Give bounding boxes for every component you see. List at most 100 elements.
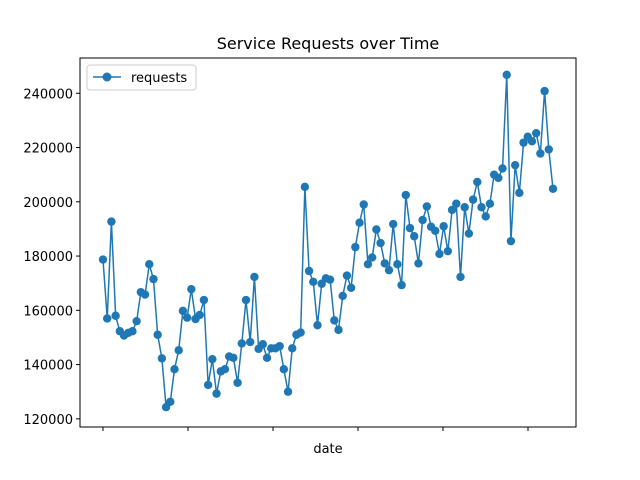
data-point — [515, 188, 524, 198]
y-tick-label: 180000 — [23, 250, 73, 265]
y-tick-label: 220000 — [23, 142, 73, 157]
data-point — [502, 70, 511, 80]
data-point — [485, 199, 495, 208]
data-point — [527, 137, 537, 146]
data-point — [452, 199, 461, 208]
data-point — [107, 217, 116, 226]
x-axis — [102, 427, 529, 431]
x-axis-label: date — [313, 442, 342, 457]
data-point — [531, 128, 541, 138]
data-point — [355, 218, 364, 227]
data-point — [246, 337, 255, 347]
data-point — [170, 365, 179, 374]
data-point — [330, 316, 339, 325]
data-point — [540, 86, 549, 96]
data-point — [103, 314, 112, 323]
y-axis: 120000 140000 160000 180000 200000 220000 2400… — [23, 87, 80, 428]
y-tick-label: 240000 — [23, 87, 73, 102]
data-point — [304, 266, 314, 276]
data-point — [199, 295, 209, 305]
data-point — [178, 306, 188, 316]
data-point — [447, 205, 457, 215]
data-point — [494, 173, 503, 183]
data-point — [334, 325, 343, 335]
data-point — [401, 190, 410, 200]
data-point — [439, 222, 448, 231]
data-point — [208, 354, 217, 364]
data-point — [145, 260, 154, 269]
legend: requests — [86, 64, 197, 91]
data-point — [548, 184, 558, 193]
data-point — [393, 260, 402, 269]
data-point — [98, 255, 108, 264]
data-point — [149, 274, 158, 284]
data-point — [380, 259, 389, 268]
data-point — [258, 340, 268, 349]
data-point — [410, 232, 419, 241]
data-point — [157, 354, 167, 363]
data-point — [174, 346, 183, 355]
y-tick-label: 120000 — [23, 413, 73, 428]
data-point — [203, 380, 213, 390]
y-tick-label: 200000 — [23, 196, 73, 211]
data-point — [313, 321, 322, 330]
data-point — [140, 290, 150, 299]
data-point — [279, 365, 289, 374]
y-tick-label: 140000 — [23, 359, 73, 374]
data-point — [296, 328, 305, 337]
data-point — [481, 212, 490, 221]
data-point — [510, 160, 520, 170]
data-point — [498, 164, 507, 173]
data-point — [300, 182, 310, 192]
data-point — [288, 344, 297, 353]
data-point — [132, 316, 141, 326]
data-point — [212, 389, 221, 398]
data-point — [468, 195, 478, 204]
data-point — [359, 200, 368, 209]
data-point — [351, 242, 360, 252]
data-point — [405, 223, 415, 233]
data-point — [338, 291, 347, 301]
series-line-requests — [102, 74, 554, 408]
data-point — [464, 229, 474, 238]
data-point — [506, 236, 516, 246]
plot-area — [98, 70, 558, 412]
data-point — [325, 275, 335, 284]
axes-frame — [79, 57, 577, 428]
data-point — [363, 260, 373, 269]
data-point — [376, 238, 385, 248]
data-point — [241, 295, 251, 305]
chart-title: Service Requests over Time — [217, 34, 440, 53]
data-point — [187, 284, 196, 294]
data-point — [128, 327, 137, 336]
data-point — [250, 272, 259, 282]
data-point — [414, 259, 423, 268]
data-point — [275, 341, 284, 351]
data-point — [456, 272, 465, 282]
data-point — [443, 246, 453, 256]
data-point — [418, 215, 427, 225]
data-point — [372, 225, 381, 234]
legend-label: requests — [131, 71, 187, 86]
data-point — [367, 253, 377, 262]
data-point — [166, 397, 175, 406]
data-point — [283, 387, 293, 396]
data-point — [519, 138, 528, 147]
data-point — [111, 311, 120, 320]
data-point — [536, 149, 545, 158]
data-point — [473, 177, 482, 187]
data-point — [431, 226, 440, 236]
y-tick-label: 160000 — [23, 304, 73, 319]
data-point — [309, 277, 318, 287]
data-point — [153, 330, 162, 339]
data-point — [229, 353, 238, 363]
data-point — [262, 353, 272, 363]
data-point — [460, 203, 469, 212]
data-point — [233, 378, 242, 387]
data-point — [384, 265, 394, 275]
legend-box — [86, 64, 197, 91]
data-point — [477, 203, 486, 212]
data-point — [182, 313, 192, 322]
data-point — [422, 202, 432, 211]
